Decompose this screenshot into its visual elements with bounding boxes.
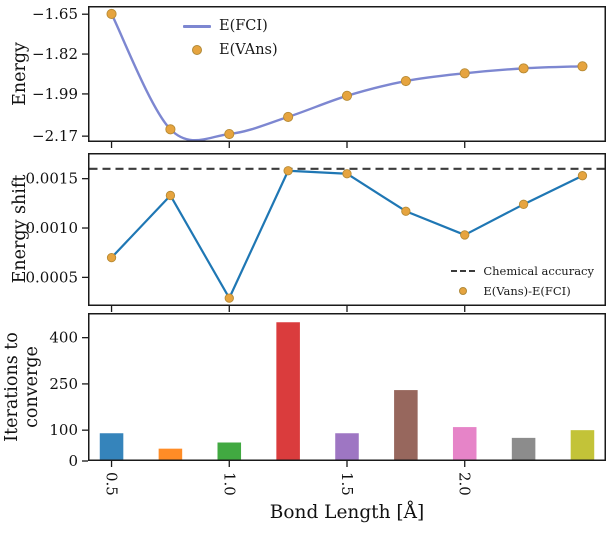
vans-sample-box <box>183 45 211 55</box>
energy-shift-chart: 0.0005 0.0010 0.0015 <box>26 153 606 312</box>
svg-text:250: 250 <box>49 375 78 393</box>
svg-text:1.0: 1.0 <box>220 472 238 496</box>
svg-text:−2.17: −2.17 <box>32 127 78 145</box>
energy-shift-panel: 0.0005 0.0010 0.0015 Chemical accuracy E(V… <box>26 153 606 312</box>
svg-text:0.5: 0.5 <box>103 472 121 496</box>
chemical-accuracy-sample-box <box>451 270 476 272</box>
iterations-axis-label: Iterations to converge <box>2 332 43 442</box>
svg-text:−1.65: −1.65 <box>32 5 78 23</box>
svg-text:−1.99: −1.99 <box>32 85 78 103</box>
svg-text:0.0015: 0.0015 <box>26 170 79 188</box>
vans-dot-sample <box>192 45 202 55</box>
bond-length-axis-label: Bond Length [Å] <box>269 502 425 523</box>
svg-text:−1.82: −1.82 <box>32 45 78 63</box>
energy-axis-label: Energy <box>10 42 30 106</box>
vans-legend-label: E(VAns) <box>219 42 278 58</box>
fci-legend-label: E(FCI) <box>219 18 268 34</box>
energy-panel: −1.65 −1.82 −1.99 −2.17 E(FCI) E(VAns) <box>32 5 606 148</box>
svg-text:2.0: 2.0 <box>456 472 474 496</box>
svg-text:0.0010: 0.0010 <box>26 219 79 237</box>
energy-chart: −1.65 −1.82 −1.99 −2.17 <box>32 5 606 148</box>
iterations-panel: 0 100 250 400 0.5 1.0 1.5 2.0 <box>49 313 606 496</box>
svg-text:1.5: 1.5 <box>338 472 356 496</box>
energy-legend: E(FCI) E(VAns) <box>183 18 278 58</box>
legend-entry-vans: E(VAns) <box>183 42 278 58</box>
legend-entry-fci: E(FCI) <box>183 18 278 34</box>
legend-entry-chemical-accuracy: Chemical accuracy <box>451 264 594 278</box>
shift-legend-label: E(Vans)-E(FCI) <box>483 284 571 298</box>
energy-shift-legend: Chemical accuracy E(Vans)-E(FCI) <box>451 264 594 298</box>
svg-text:0.0005: 0.0005 <box>26 268 79 286</box>
fci-sample-box <box>183 24 211 28</box>
shift-sample-box <box>451 287 475 295</box>
chemical-accuracy-dash-sample <box>451 270 476 272</box>
iterations-chart: 0 100 250 400 0.5 1.0 1.5 2.0 <box>49 313 606 496</box>
fci-line-sample <box>183 24 211 28</box>
chemical-accuracy-legend-label: Chemical accuracy <box>483 264 594 278</box>
legend-entry-shift: E(Vans)-E(FCI) <box>451 284 594 298</box>
shift-dot-sample <box>459 287 468 295</box>
svg-text:400: 400 <box>49 329 78 347</box>
svg-text:100: 100 <box>49 421 78 439</box>
svg-text:0: 0 <box>68 452 78 470</box>
